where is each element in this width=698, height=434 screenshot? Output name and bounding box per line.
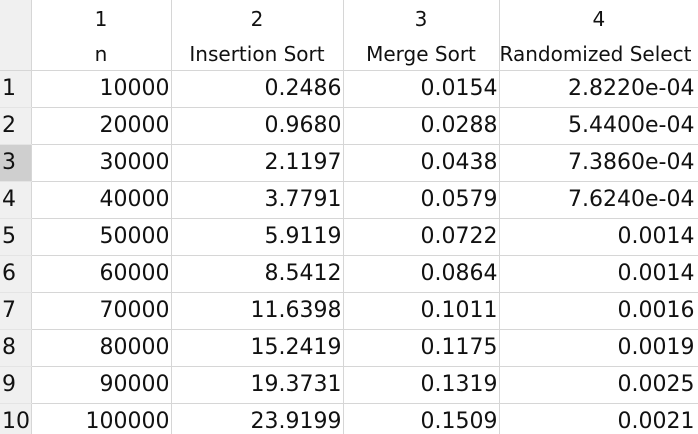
column-header-number-1[interactable]: 1 <box>31 0 172 38</box>
table-cell[interactable]: 0.0014 <box>499 255 698 293</box>
table-cell[interactable]: 8.5412 <box>171 255 344 293</box>
table-cell[interactable]: 0.2486 <box>171 70 344 108</box>
table-cell[interactable]: 7.3860e-04 <box>499 144 698 182</box>
column-header-number-3[interactable]: 3 <box>343 0 500 38</box>
table-cell[interactable]: 0.1319 <box>343 366 500 404</box>
table-cell[interactable]: 2.1197 <box>171 144 344 182</box>
row-header[interactable]: 1 <box>0 70 32 108</box>
row-header[interactable]: 7 <box>0 292 32 330</box>
table-cell[interactable]: 0.0019 <box>499 329 698 367</box>
table-cell[interactable]: 0.0021 <box>499 403 698 434</box>
table-cell[interactable]: 70000 <box>31 292 172 330</box>
table-row: 5 50000 5.9119 0.0722 0.0014 <box>0 218 698 256</box>
column-name-header: n Insertion Sort Merge Sort Randomized S… <box>0 38 698 71</box>
column-header-name-3[interactable]: Merge Sort <box>343 38 500 71</box>
table-cell[interactable]: 0.1175 <box>343 329 500 367</box>
row-header[interactable]: 10 <box>0 403 32 434</box>
table-cell[interactable]: 0.0438 <box>343 144 500 182</box>
table-cell[interactable]: 5.4400e-04 <box>499 107 698 145</box>
column-header-number-4[interactable]: 4 <box>499 0 698 38</box>
row-header[interactable]: 5 <box>0 218 32 256</box>
table-cell[interactable]: 0.0579 <box>343 181 500 219</box>
table-row: 9 90000 19.3731 0.1319 0.0025 <box>0 366 698 404</box>
table-row: 7 70000 11.6398 0.1011 0.0016 <box>0 292 698 330</box>
table-cell[interactable]: 7.6240e-04 <box>499 181 698 219</box>
row-header[interactable]: 8 <box>0 329 32 367</box>
row-header[interactable]: 6 <box>0 255 32 293</box>
table-cell[interactable]: 3.7791 <box>171 181 344 219</box>
table-cell[interactable]: 90000 <box>31 366 172 404</box>
table-cell[interactable]: 11.6398 <box>171 292 344 330</box>
column-header-name-1[interactable]: n <box>31 38 172 71</box>
table-row: 4 40000 3.7791 0.0579 7.6240e-04 <box>0 181 698 219</box>
table-cell[interactable]: 5.9119 <box>171 218 344 256</box>
column-header-name-4[interactable]: Randomized Select <box>499 38 698 71</box>
table-cell[interactable]: 15.2419 <box>171 329 344 367</box>
table-cell[interactable]: 19.3731 <box>171 366 344 404</box>
table-row: 10 100000 23.9199 0.1509 0.0021 <box>0 403 698 434</box>
table-cell[interactable]: 0.0288 <box>343 107 500 145</box>
table-cell[interactable]: 100000 <box>31 403 172 434</box>
table-cell[interactable]: 0.1011 <box>343 292 500 330</box>
table-cell[interactable]: 23.9199 <box>171 403 344 434</box>
table-cell[interactable]: 50000 <box>31 218 172 256</box>
row-header-selected[interactable]: 3 <box>0 144 32 182</box>
corner-cell[interactable] <box>0 0 32 38</box>
column-header-number-2[interactable]: 2 <box>171 0 344 38</box>
table-cell[interactable]: 0.1509 <box>343 403 500 434</box>
row-header[interactable]: 4 <box>0 181 32 219</box>
table-row: 1 10000 0.2486 0.0154 2.8220e-04 <box>0 70 698 108</box>
table-row: 8 80000 15.2419 0.1175 0.0019 <box>0 329 698 367</box>
column-header-name-2[interactable]: Insertion Sort <box>171 38 344 71</box>
table-cell[interactable]: 0.0014 <box>499 218 698 256</box>
table-cell[interactable]: 10000 <box>31 70 172 108</box>
table-cell[interactable]: 20000 <box>31 107 172 145</box>
table-cell[interactable]: 80000 <box>31 329 172 367</box>
table-row: 2 20000 0.9680 0.0288 5.4400e-04 <box>0 107 698 145</box>
table-cell[interactable]: 40000 <box>31 181 172 219</box>
corner-cell-lower[interactable] <box>0 38 32 71</box>
column-number-header: 1 2 3 4 <box>0 0 698 38</box>
row-header[interactable]: 9 <box>0 366 32 404</box>
table-cell[interactable]: 2.8220e-04 <box>499 70 698 108</box>
table-cell[interactable]: 0.0864 <box>343 255 500 293</box>
table-row: 3 30000 2.1197 0.0438 7.3860e-04 <box>0 144 698 182</box>
table-cell[interactable]: 0.0025 <box>499 366 698 404</box>
table-cell[interactable]: 0.0722 <box>343 218 500 256</box>
table-cell[interactable]: 0.9680 <box>171 107 344 145</box>
table-cell[interactable]: 30000 <box>31 144 172 182</box>
table-cell[interactable]: 0.0154 <box>343 70 500 108</box>
table-cell[interactable]: 0.0016 <box>499 292 698 330</box>
table-cell[interactable]: 60000 <box>31 255 172 293</box>
table-row: 6 60000 8.5412 0.0864 0.0014 <box>0 255 698 293</box>
row-header[interactable]: 2 <box>0 107 32 145</box>
